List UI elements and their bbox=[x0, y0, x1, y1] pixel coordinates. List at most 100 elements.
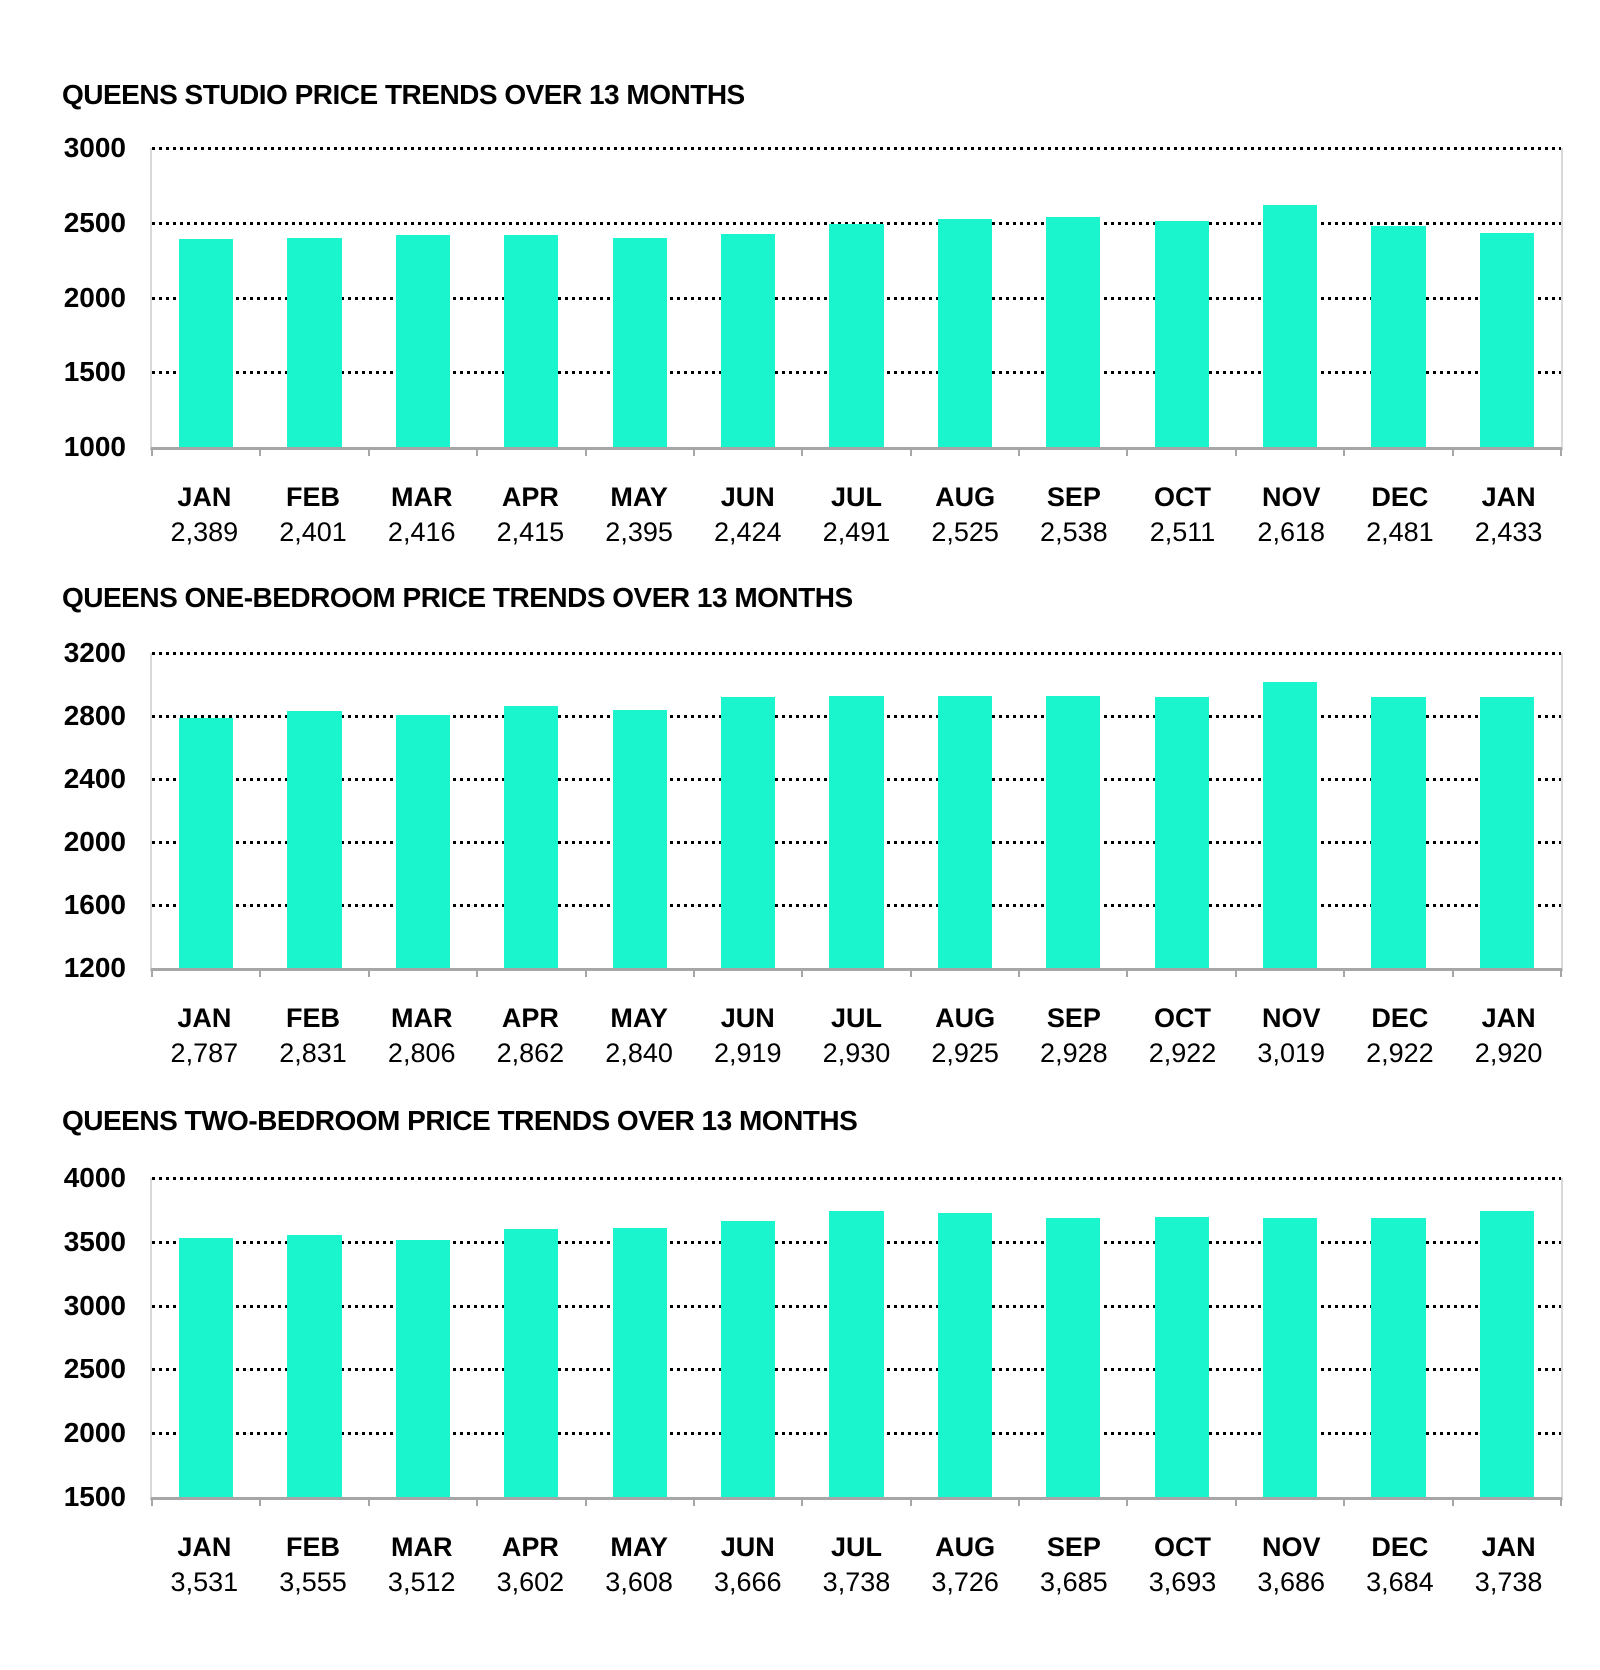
chart-queens-studio: QUEENS STUDIO PRICE TRENDS OVER 13 MONTH… bbox=[0, 80, 1600, 547]
month-label: JUN bbox=[720, 1532, 775, 1562]
x-axis-labels: JAN 2,787 FEB 2,831 MAR 2,806 APR 2,862 MAY 2,840… bbox=[150, 1003, 1563, 1068]
x-axis-tick bbox=[1234, 968, 1237, 977]
month-label: JAN bbox=[177, 1003, 232, 1033]
month-label: AUG bbox=[935, 482, 996, 512]
y-axis-tick-label: 4000 bbox=[63, 1162, 126, 1193]
month-label: MAR bbox=[390, 1532, 453, 1562]
x-axis-tick bbox=[1451, 968, 1454, 977]
month-label: JUL bbox=[830, 1532, 882, 1562]
value-label: 2,925 bbox=[931, 1038, 999, 1068]
x-axis-tick bbox=[1451, 1497, 1454, 1506]
bar bbox=[287, 711, 342, 968]
x-label-cell: AUG 3,726 bbox=[911, 1532, 1020, 1597]
gridline bbox=[152, 147, 1561, 150]
bar bbox=[1262, 1218, 1318, 1497]
month-label: APR bbox=[501, 482, 559, 512]
x-label-cell: JAN 2,787 bbox=[150, 1003, 259, 1068]
x-label-cell: AUG 2,925 bbox=[911, 1003, 1020, 1068]
x-label-cell: MAR 3,512 bbox=[367, 1532, 476, 1597]
value-label: 2,919 bbox=[713, 1038, 782, 1068]
value-label: 3,512 bbox=[387, 1567, 456, 1597]
x-axis-tick bbox=[909, 968, 912, 977]
month-label: DEC bbox=[1371, 482, 1429, 512]
x-label-cell: JAN 3,531 bbox=[150, 1532, 259, 1597]
y-axis-tick-label: 2400 bbox=[63, 763, 126, 794]
value-label: 3,738 bbox=[1474, 1567, 1543, 1597]
value-label: 3,555 bbox=[279, 1567, 347, 1597]
month-label: MAR bbox=[390, 1003, 453, 1033]
bar bbox=[612, 709, 667, 968]
x-label-cell: SEP 3,685 bbox=[1020, 1532, 1129, 1597]
x-axis-tick bbox=[584, 1497, 587, 1506]
bar bbox=[829, 695, 884, 968]
x-axis-tick bbox=[584, 968, 587, 977]
y-axis-tick-label: 2500 bbox=[63, 1353, 126, 1385]
x-label-cell: JAN 2,389 bbox=[150, 482, 259, 547]
bar bbox=[1479, 1211, 1534, 1497]
bar bbox=[287, 237, 342, 447]
value-label: 2,618 bbox=[1257, 517, 1325, 547]
value-label: 2,930 bbox=[822, 1038, 891, 1068]
x-axis-tick bbox=[1234, 1497, 1237, 1506]
x-axis-tick bbox=[801, 968, 804, 977]
month-label: MAY bbox=[610, 1532, 668, 1562]
month-label: AUG bbox=[935, 1532, 996, 1562]
value-label: 2,424 bbox=[713, 517, 782, 547]
bar bbox=[179, 718, 234, 968]
month-label: DEC bbox=[1371, 1003, 1429, 1033]
value-label: 2,806 bbox=[387, 1038, 456, 1068]
y-axis-tick-label: 1000 bbox=[63, 431, 126, 462]
y-axis-tick-label: 2500 bbox=[63, 206, 126, 238]
gridline bbox=[152, 652, 1561, 655]
month-label: OCT bbox=[1154, 482, 1212, 512]
bar bbox=[1046, 1218, 1101, 1497]
bar bbox=[1479, 697, 1534, 968]
bar bbox=[1371, 225, 1426, 447]
value-label: 2,433 bbox=[1474, 517, 1543, 547]
month-label: MAY bbox=[610, 482, 668, 512]
chart-title: QUEENS TWO-BEDROOM PRICE TRENDS OVER 13 … bbox=[62, 1105, 858, 1136]
x-label-cell: APR 2,415 bbox=[476, 482, 585, 547]
plot-area: 3000 2500 2000 1500 1000 bbox=[64, 132, 1563, 462]
x-label-cell: JUN 3,666 bbox=[693, 1532, 802, 1597]
bar bbox=[1262, 205, 1318, 447]
x-axis-tick bbox=[1451, 447, 1454, 456]
x-axis-tick bbox=[151, 1497, 153, 1506]
bar bbox=[1154, 221, 1209, 447]
bar bbox=[1371, 696, 1426, 968]
chart-queens-two-bedroom: QUEENS TWO-BEDROOM PRICE TRENDS OVER 13 … bbox=[0, 1106, 1600, 1597]
bar bbox=[612, 1228, 667, 1497]
month-label: JAN bbox=[1481, 482, 1536, 512]
x-label-cell: MAR 2,806 bbox=[367, 1003, 476, 1068]
x-label-cell: DEC 3,684 bbox=[1346, 1532, 1455, 1597]
y-axis-tick-label: 2000 bbox=[63, 826, 126, 857]
bar bbox=[937, 219, 992, 447]
x-axis-tick bbox=[476, 447, 479, 456]
month-label: FEB bbox=[286, 1532, 341, 1562]
value-label: 2,481 bbox=[1366, 517, 1434, 547]
x-axis-labels: JAN 3,531 FEB 3,555 MAR 3,512 APR 3,602 MAY 3,608… bbox=[150, 1532, 1563, 1597]
x-label-cell: JUL 2,930 bbox=[802, 1003, 911, 1068]
x-label-cell: APR 2,862 bbox=[476, 1003, 585, 1068]
x-label-cell: JUL 3,738 bbox=[802, 1532, 911, 1597]
month-label: MAR bbox=[390, 482, 453, 512]
x-label-cell: DEC 2,481 bbox=[1346, 482, 1455, 547]
value-label: 3,686 bbox=[1257, 1567, 1325, 1597]
value-label: 3,685 bbox=[1040, 1567, 1108, 1597]
y-axis-tick-label: 3000 bbox=[63, 1289, 126, 1321]
gridline bbox=[152, 221, 1561, 225]
month-label: JAN bbox=[1481, 1532, 1536, 1562]
x-axis-labels: JAN 2,389 FEB 2,401 MAR 2,416 APR 2,415 MAY 2,395… bbox=[150, 482, 1563, 547]
x-axis-tick bbox=[259, 447, 262, 456]
value-label: 3,684 bbox=[1366, 1567, 1434, 1597]
x-axis-tick bbox=[151, 447, 153, 456]
value-label: 3,602 bbox=[496, 1567, 565, 1597]
value-label: 2,922 bbox=[1366, 1038, 1434, 1068]
bar bbox=[829, 224, 884, 447]
month-label: JAN bbox=[177, 482, 232, 512]
x-label-cell: MAR 2,416 bbox=[367, 482, 476, 547]
x-label-cell: AUG 2,525 bbox=[911, 482, 1020, 547]
value-label: 2,401 bbox=[279, 517, 347, 547]
x-label-cell: JAN 2,920 bbox=[1454, 1003, 1563, 1068]
x-axis-tick bbox=[1343, 968, 1346, 977]
